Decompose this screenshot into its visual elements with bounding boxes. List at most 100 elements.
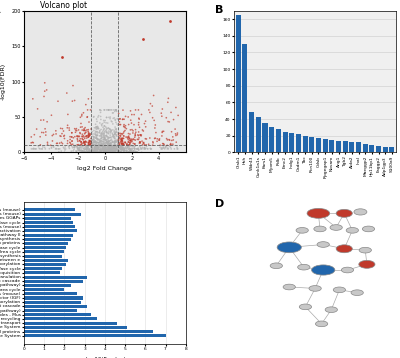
Point [96,141,102,147]
Point [106,135,112,140]
Point [96,149,103,154]
Point [119,145,125,151]
Point [139,142,146,147]
Point [132,141,138,147]
Point [105,149,111,154]
Point [48,145,55,151]
Point [156,137,162,143]
Point [28,134,34,140]
Point [137,139,144,145]
Point [91,148,98,154]
Point [120,135,126,141]
Point [164,100,171,105]
Point [88,148,95,154]
Point [82,149,88,155]
Point [130,149,136,155]
Point [98,145,104,151]
Point [105,144,112,150]
Ellipse shape [316,321,328,327]
Point [119,146,126,152]
Point [121,145,127,151]
Point [127,138,134,144]
Point [174,146,181,152]
Point [112,143,119,149]
Point [116,122,123,127]
Point [99,132,106,137]
Point [84,133,90,139]
Point [108,144,114,149]
Point [100,147,106,153]
Point [120,145,126,150]
Point [84,149,90,154]
Point [102,143,109,149]
Point [118,149,124,155]
Point [78,143,85,149]
Bar [24,321,117,325]
Point [102,124,109,130]
Bar [296,134,301,153]
Point [112,146,118,152]
Point [104,144,111,149]
Point [170,137,176,143]
Point [93,141,99,147]
Point [103,126,110,132]
Point [91,143,98,149]
Point [96,137,102,142]
Point [165,146,172,152]
Point [140,36,146,42]
Point [93,126,100,132]
Point [141,121,148,126]
Point [85,148,92,154]
Point [99,141,105,147]
Point [100,145,106,150]
Point [111,144,117,150]
Point [88,149,94,155]
Point [81,149,88,155]
Point [98,131,104,137]
Point [88,138,95,144]
Point [168,142,174,147]
Bar [24,242,68,245]
Point [112,135,118,141]
Point [138,146,145,152]
Point [97,127,103,133]
Point [82,140,88,145]
Point [80,149,87,155]
Point [108,147,114,153]
Point [91,148,98,154]
Point [105,141,111,146]
Point [136,139,143,145]
Bar [24,246,66,249]
Point [83,102,89,107]
Point [122,113,129,119]
Point [91,138,98,144]
Point [119,116,126,122]
Point [107,148,114,154]
Point [162,145,168,151]
Point [107,114,114,120]
Point [103,148,110,154]
Point [111,115,118,121]
Point [98,122,105,127]
Point [166,144,173,149]
Point [137,139,143,145]
Point [118,138,124,144]
Point [105,141,111,146]
Point [112,124,118,130]
Point [94,140,100,145]
Point [114,146,120,151]
Point [86,137,92,143]
Point [127,146,133,152]
Point [84,145,91,151]
Point [114,148,121,154]
Point [72,134,78,140]
Point [100,148,107,154]
Point [154,136,160,142]
Point [72,98,78,103]
Point [68,142,74,147]
Point [80,143,86,149]
Point [156,137,162,143]
Point [112,108,118,114]
Point [82,142,88,147]
Point [109,147,115,153]
